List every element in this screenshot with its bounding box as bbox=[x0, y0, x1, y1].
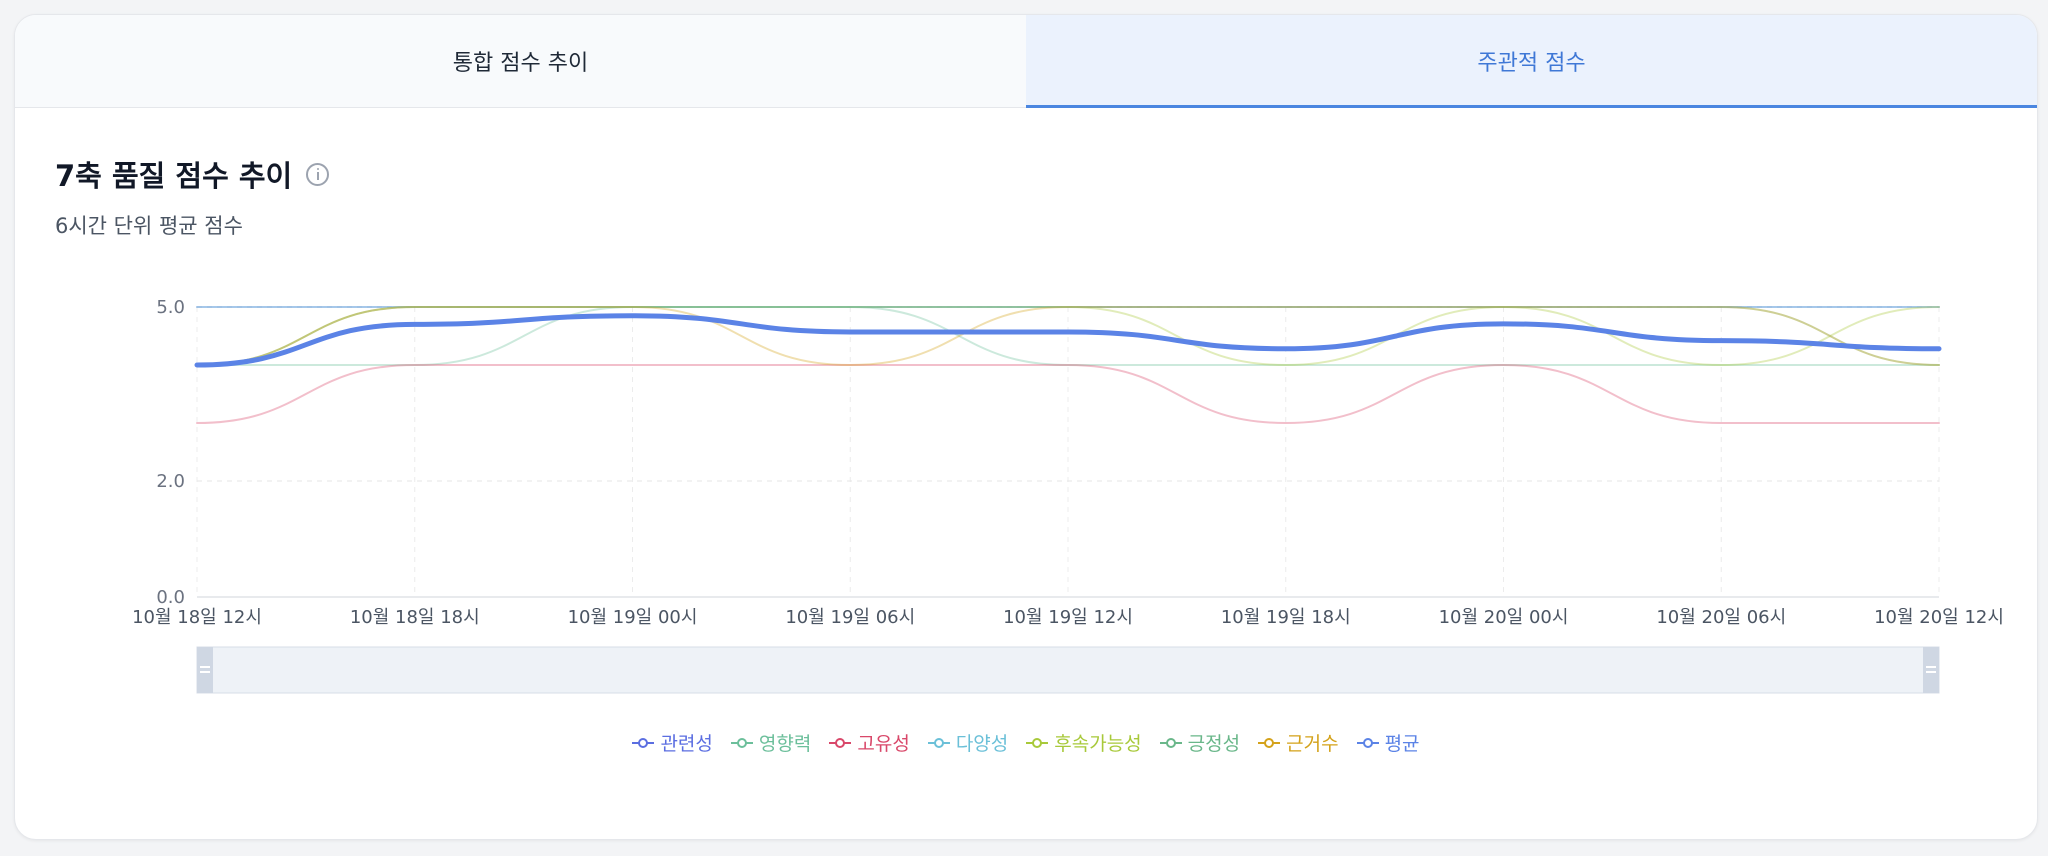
zoom-slider-track[interactable] bbox=[196, 646, 1940, 694]
title-row: 7축 품질 점수 추이 bbox=[55, 153, 330, 195]
chart-legend: 관련성 영향력 고유성 다양성 후속가능성 긍정성 근거수 평균 bbox=[15, 729, 2037, 756]
chart-card: 통합 점수 추이 주관적 점수 7축 품질 점수 추이 6시간 단위 평균 점수… bbox=[14, 14, 2038, 840]
legend-item[interactable]: 고유성 bbox=[829, 729, 910, 756]
zoom-slider-handle-right[interactable] bbox=[1923, 647, 1939, 693]
legend-label: 근거수 bbox=[1286, 733, 1339, 755]
x-tick-label: 10월 18일 18시 bbox=[350, 607, 480, 628]
x-tick-label: 10월 19일 18시 bbox=[1221, 607, 1351, 628]
tab-subjective-score[interactable]: 주관적 점수 bbox=[1026, 15, 2037, 108]
tab-combined-score-trend[interactable]: 통합 점수 추이 bbox=[15, 15, 1026, 107]
chart-subtitle: 6시간 단위 평균 점수 bbox=[55, 214, 243, 238]
x-tick-label: 10월 19일 12시 bbox=[1003, 607, 1133, 628]
legend-item[interactable]: 관련성 bbox=[632, 729, 713, 756]
chart-title: 7축 품질 점수 추이 bbox=[55, 159, 293, 193]
legend-swatch-icon bbox=[829, 736, 852, 750]
legend-item[interactable]: 영향력 bbox=[730, 729, 812, 756]
legend-item[interactable]: 긍정성 bbox=[1159, 729, 1241, 756]
y-tick-label: 0.0 bbox=[156, 587, 185, 608]
series-line-4 bbox=[196, 305, 1940, 367]
series-line-2 bbox=[196, 363, 1940, 425]
legend-label: 영향력 bbox=[758, 733, 812, 755]
legend-swatch-icon bbox=[730, 736, 753, 750]
legend-item[interactable]: 평균 bbox=[1356, 729, 1420, 756]
x-tick-label: 10월 20일 12시 bbox=[1874, 607, 2004, 628]
legend-swatch-icon bbox=[632, 736, 655, 750]
legend-label: 고유성 bbox=[857, 733, 910, 755]
info-icon[interactable] bbox=[306, 162, 330, 186]
series-line-7 bbox=[194, 313, 1942, 368]
legend-swatch-icon bbox=[927, 736, 950, 750]
legend-swatch-icon bbox=[1159, 736, 1182, 750]
legend-swatch-icon bbox=[1258, 736, 1281, 750]
x-tick-label: 10월 20일 00시 bbox=[1439, 607, 1569, 628]
legend-label: 평균 bbox=[1384, 733, 1420, 755]
legend-swatch-icon bbox=[1026, 736, 1049, 750]
legend-label: 긍정성 bbox=[1187, 733, 1241, 755]
legend-item[interactable]: 근거수 bbox=[1258, 729, 1339, 756]
tab-bar: 통합 점수 추이 주관적 점수 bbox=[15, 15, 2037, 108]
x-tick-label: 10월 20일 06시 bbox=[1656, 607, 1786, 628]
y-tick-label: 5.0 bbox=[156, 297, 185, 318]
legend-label: 후속가능성 bbox=[1054, 733, 1142, 755]
x-tick-label: 10월 18일 12시 bbox=[132, 607, 262, 628]
series-line-5 bbox=[196, 305, 1940, 366]
legend-item[interactable]: 다양성 bbox=[927, 729, 1009, 756]
x-tick-label: 10월 19일 00시 bbox=[568, 607, 698, 628]
y-tick-label: 2.0 bbox=[156, 471, 185, 492]
x-tick-label: 10월 19일 06시 bbox=[785, 607, 915, 628]
legend-item[interactable]: 후속가능성 bbox=[1026, 729, 1142, 756]
legend-label: 관련성 bbox=[660, 733, 713, 755]
series-line-6 bbox=[196, 305, 1940, 367]
legend-label: 다양성 bbox=[955, 733, 1009, 755]
legend-swatch-icon bbox=[1356, 736, 1379, 750]
zoom-slider-handle-left[interactable] bbox=[197, 647, 213, 693]
series-line-1 bbox=[196, 305, 1940, 367]
